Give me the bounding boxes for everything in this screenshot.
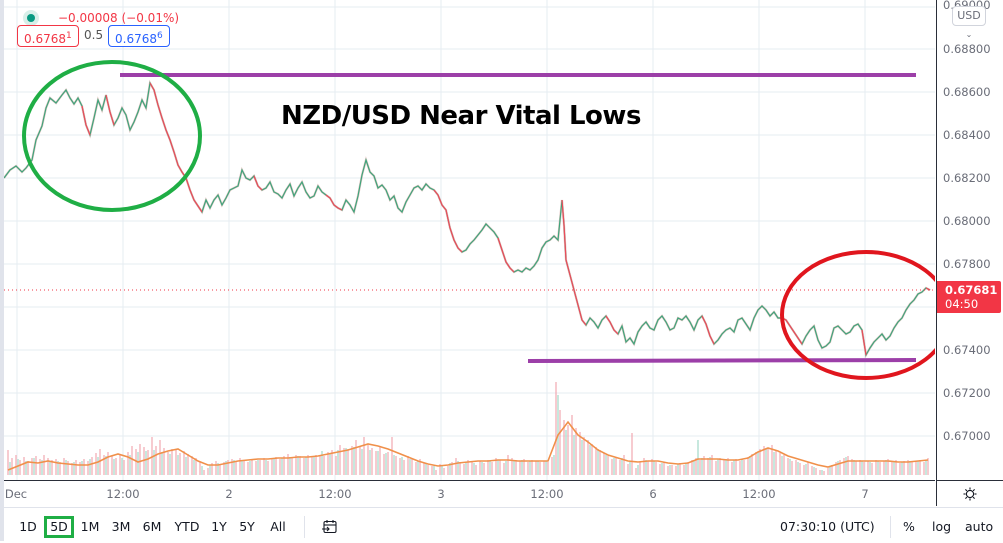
chart-settings-button[interactable]	[936, 480, 1003, 506]
price-tick: 0.67800	[943, 257, 991, 271]
volume-moving-average-line	[7, 420, 929, 471]
buy-price-main: 0.6768	[115, 32, 157, 46]
range-all-button[interactable]: All	[270, 519, 286, 534]
left-edge-strip	[0, 0, 4, 541]
calendar-goto-icon	[322, 520, 337, 534]
sell-price-main: 0.6768	[24, 32, 66, 46]
support-line	[527, 358, 917, 363]
range-3m-button[interactable]: 3M	[111, 519, 131, 534]
toolbar-divider	[890, 516, 891, 538]
chevron-down-icon: ⌄	[965, 30, 973, 39]
range-5d-button[interactable]: 5D	[44, 516, 74, 538]
time-tick: 12:00	[106, 487, 140, 501]
sell-price-pip: 1	[66, 31, 72, 41]
time-tick: 2	[225, 487, 233, 501]
currency-label: USD	[957, 9, 981, 22]
price-tick: 0.67400	[943, 343, 991, 357]
sell-price-button[interactable]: 0.67681	[17, 25, 79, 47]
time-tick: 12:00	[530, 487, 564, 501]
range-5y-button[interactable]: 5Y	[239, 519, 255, 534]
price-tick: 0.67000	[943, 429, 991, 443]
last-price-value: 0.67681	[945, 283, 998, 297]
buy-price-button[interactable]: 0.67686	[108, 25, 170, 47]
time-tick: 6	[649, 487, 657, 501]
range-1d-button[interactable]: 1D	[19, 519, 37, 534]
time-tick: 12:00	[318, 487, 352, 501]
range-1m-button[interactable]: 1M	[80, 519, 100, 534]
price-tick: 0.68800	[943, 42, 991, 56]
utc-clock[interactable]: 07:30:10 (UTC)	[780, 519, 875, 534]
bar-countdown: 04:50	[945, 297, 979, 311]
price-tick: 0.68000	[943, 214, 991, 228]
price-tick: 0.68400	[943, 128, 991, 142]
price-tick: 0.67200	[943, 386, 991, 400]
price-chart-canvas[interactable]	[4, 0, 935, 480]
auto-scale-toggle[interactable]: auto	[965, 519, 994, 534]
toolbar-divider	[304, 516, 305, 538]
range-1y-button[interactable]: 1Y	[211, 519, 227, 534]
chart-headline-annotation: NZD/USD Near Vital Lows	[281, 101, 641, 131]
go-to-date-button[interactable]	[320, 516, 340, 538]
time-tick: 3	[437, 487, 445, 501]
log-scale-toggle[interactable]: log	[932, 519, 952, 534]
range-ytd-button[interactable]: YTD	[174, 519, 200, 534]
time-tick: Dec	[4, 487, 28, 501]
currency-dropdown[interactable]: USD ⌄	[952, 6, 986, 39]
bottom-toolbar: 1D 5D 1M 3M 6M YTD 1Y 5Y All 07:30:10 (U…	[4, 507, 1003, 541]
last-price-label: 0.67681 04:50	[937, 281, 1001, 313]
spread-value: 0.5	[84, 28, 104, 42]
price-axis[interactable]: 0.69000 0.68800 0.68600 0.68400 0.68200 …	[936, 0, 1003, 480]
price-tick: 0.68200	[943, 171, 991, 185]
chart-pane[interactable]: −0.00008 (−0.01%) 0.67681 0.5 0.67686 NZ…	[4, 0, 935, 480]
vertical-gridlines	[16, 0, 866, 480]
price-change: −0.00008 (−0.01%)	[58, 11, 180, 25]
range-6m-button[interactable]: 6M	[142, 519, 162, 534]
highs-circle-annotation	[22, 60, 202, 212]
time-tick: 12:00	[742, 487, 776, 501]
percent-scale-toggle[interactable]: %	[903, 519, 915, 534]
volume-bars	[7, 382, 929, 475]
lows-circle-annotation	[780, 250, 935, 380]
time-tick: 7	[861, 487, 869, 501]
price-tick: 0.68600	[943, 85, 991, 99]
horizontal-gridlines	[4, 6, 935, 437]
buy-price-pip: 6	[157, 31, 163, 41]
gear-icon	[963, 487, 977, 501]
market-status-icon[interactable]	[23, 10, 39, 26]
time-axis[interactable]: Dec 12:00 2 12:00 3 12:00 6 12:00 7	[4, 480, 935, 506]
price-down-segments	[81, 82, 931, 356]
